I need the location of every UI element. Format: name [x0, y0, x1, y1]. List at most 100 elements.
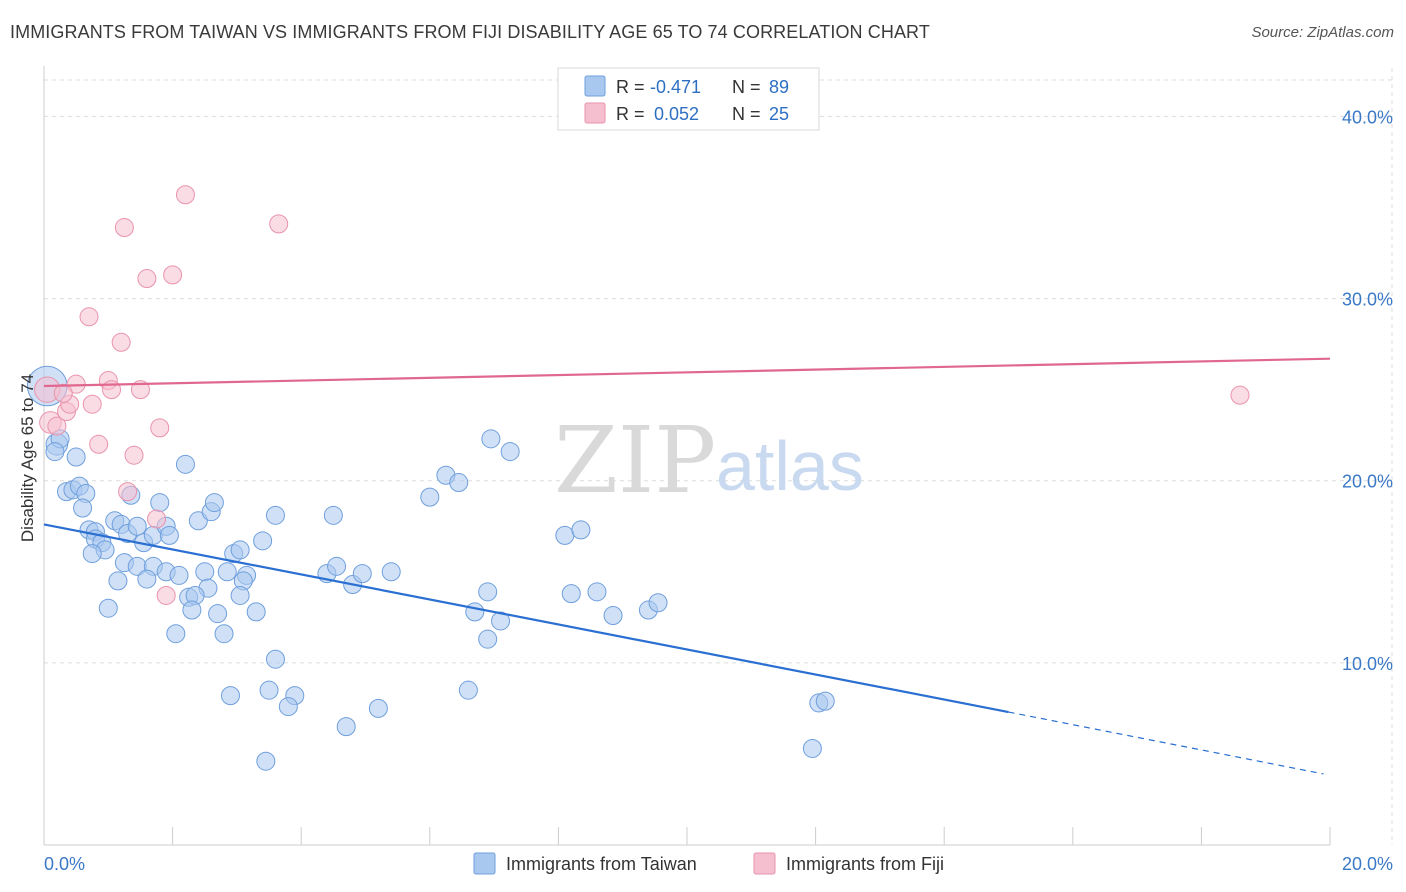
taiwan-point-66 [368, 698, 388, 718]
x-tick-label-1: 20.0% [1342, 854, 1393, 874]
taiwan-point-86 [802, 738, 822, 758]
taiwan-point-69 [449, 473, 469, 493]
taiwan-point-44 [230, 585, 250, 605]
taiwan-point-53 [265, 649, 285, 669]
fiji-point-18 [114, 218, 134, 238]
taiwan-point-39 [195, 562, 215, 582]
legend-r-label-taiwan: R = [616, 77, 645, 97]
fiji-point-22 [269, 214, 289, 234]
taiwan-point-71 [465, 602, 485, 622]
taiwan-trendline [43, 523, 1009, 714]
taiwan-point-37 [253, 531, 273, 551]
fiji-point-23 [1230, 385, 1250, 405]
legend-n-value-taiwan: 89 [769, 77, 789, 97]
taiwan-point-78 [571, 520, 591, 540]
fiji-point-24 [53, 383, 73, 403]
bottom-legend-swatch-fiji [753, 852, 776, 875]
taiwan-point-18 [127, 516, 147, 536]
fiji-point-13 [124, 445, 144, 465]
taiwan-point-80 [587, 582, 607, 602]
legend-swatch-taiwan [584, 75, 606, 97]
taiwan-point-3 [45, 442, 65, 462]
taiwan-point-30 [137, 569, 157, 589]
axes [43, 66, 1331, 846]
taiwan-point-54 [220, 686, 240, 706]
watermark-atlas: atlas [716, 427, 864, 505]
taiwan-point-36 [230, 540, 250, 560]
taiwan-point-76 [500, 442, 520, 462]
taiwan-point-29 [108, 571, 128, 591]
fiji-point-17 [156, 585, 176, 605]
y-tick-label-0: 10.0% [1342, 654, 1393, 674]
legend-n-label-taiwan: N = [732, 77, 761, 97]
grid-lines [44, 68, 1393, 845]
taiwan-point-73 [478, 629, 498, 649]
taiwan-point-8 [73, 498, 93, 518]
fiji-point-15 [147, 509, 167, 529]
fiji-point-21 [175, 185, 195, 205]
taiwan-point-51 [166, 624, 186, 644]
taiwan-point-48 [208, 604, 228, 624]
x-tick-labels: 0.0% 20.0% [44, 854, 1393, 874]
chart-title: IMMIGRANTS FROM TAIWAN VS IMMIGRANTS FRO… [10, 22, 930, 42]
taiwan-point-57 [278, 697, 298, 717]
bottom-legend-swatch-taiwan [473, 852, 496, 875]
taiwan-point-77 [555, 525, 575, 545]
legend-r-label-fiji: R = [616, 104, 645, 124]
x-tick-label-0: 0.0% [44, 854, 85, 874]
legend-top: R = -0.471 N = 89 R = 0.052 N = 25 [557, 67, 820, 131]
taiwan-point-79 [561, 584, 581, 604]
taiwan-point-40 [217, 562, 237, 582]
trendlines [43, 357, 1331, 775]
taiwan-point-61 [327, 556, 347, 576]
taiwan-point-55 [259, 680, 279, 700]
taiwan-point-23 [159, 525, 179, 545]
legend-bottom: Immigrants from Taiwan Immigrants from F… [473, 852, 944, 875]
taiwan-point-31 [175, 454, 195, 474]
taiwan-point-59 [323, 505, 343, 525]
bottom-legend-label-taiwan: Immigrants from Taiwan [506, 854, 697, 874]
y-axis-label: Disability Age 65 to 74 [18, 374, 37, 542]
taiwan-point-49 [246, 602, 266, 622]
taiwan-point-58 [256, 751, 276, 771]
taiwan-point-83 [648, 593, 668, 613]
taiwan-point-85 [815, 691, 835, 711]
taiwan-point-47 [182, 600, 202, 620]
fiji-point-14 [118, 482, 138, 502]
fiji-point-2 [47, 416, 67, 436]
legend-n-value-fiji: 25 [769, 104, 789, 124]
taiwan-point-87 [66, 447, 86, 467]
taiwan-point-38 [265, 505, 285, 525]
fiji-point-7 [89, 434, 109, 454]
taiwan-point-65 [336, 717, 356, 737]
taiwan-point-21 [150, 493, 170, 513]
y-tick-labels: 10.0% 20.0% 30.0% 40.0% [1342, 107, 1393, 673]
taiwan-point-28 [169, 565, 189, 585]
y-tick-label-2: 30.0% [1342, 290, 1393, 310]
fiji-trendline [43, 357, 1331, 388]
fiji-point-9 [111, 332, 131, 352]
legend-r-value-fiji: 0.052 [654, 104, 699, 124]
fiji-point-6 [82, 394, 102, 414]
taiwan-point-52 [214, 624, 234, 644]
taiwan-point-70 [458, 680, 478, 700]
watermark-zip: ZIP [554, 407, 716, 514]
taiwan-point-34 [204, 493, 224, 513]
fiji-point-16 [150, 418, 170, 438]
taiwan-point-74 [491, 611, 511, 631]
taiwan-point-63 [352, 564, 372, 584]
taiwan-trendline-extension [1008, 711, 1324, 775]
taiwan-point-64 [381, 562, 401, 582]
bottom-legend-label-fiji: Immigrants from Fiji [786, 854, 944, 874]
taiwan-point-72 [478, 582, 498, 602]
watermark: ZIP atlas [554, 407, 864, 514]
legend-n-label-fiji: N = [732, 104, 761, 124]
y-tick-label-3: 40.0% [1342, 107, 1393, 127]
fiji-point-20 [163, 265, 183, 285]
taiwan-point-50 [98, 598, 118, 618]
fiji-point-8 [79, 307, 99, 327]
y-tick-label-1: 20.0% [1342, 472, 1393, 492]
fiji-points [34, 185, 1250, 605]
taiwan-point-81 [603, 606, 623, 625]
source-label: Source: ZipAtlas.com [1251, 24, 1394, 41]
